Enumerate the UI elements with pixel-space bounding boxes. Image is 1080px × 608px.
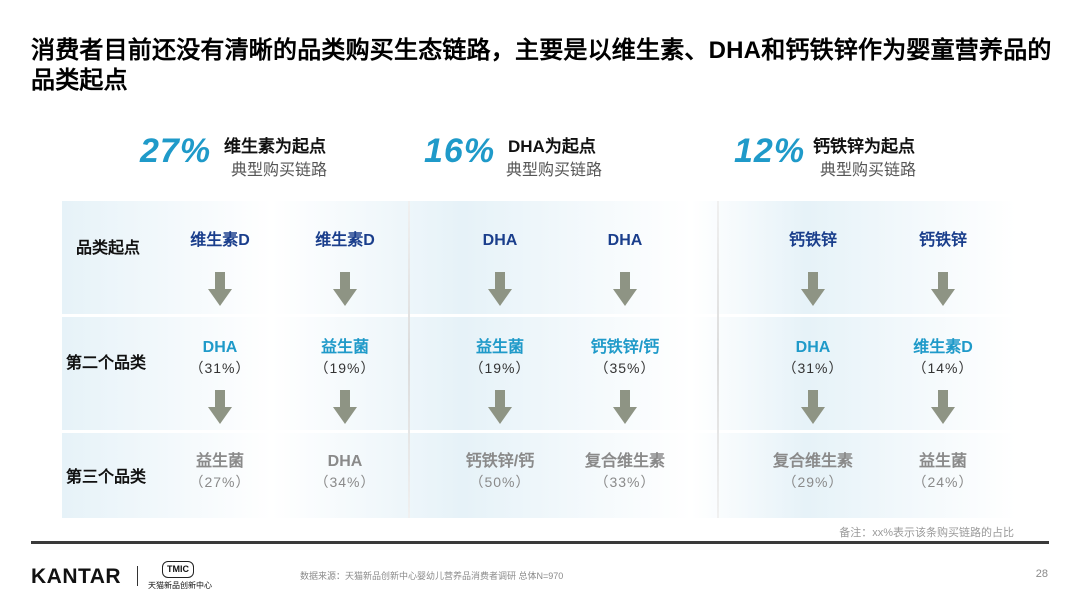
second-name: 维生素D [913, 339, 973, 356]
row-label-start: 品类起点 [76, 240, 141, 257]
start-name: 钙铁锌 [918, 232, 967, 249]
start-cell: 维生素D [275, 231, 415, 251]
second-cell: 钙铁锌/钙 （35%） [555, 338, 695, 378]
header-title: 维生素为起点 [224, 137, 326, 156]
second-name: DHA [202, 339, 238, 356]
down-arrow-icon [801, 390, 825, 424]
second-cell: DHA （31%） [150, 338, 290, 378]
start-name: 钙铁锌 [788, 232, 837, 249]
header-subtitle: 典型购买链路 [231, 162, 328, 179]
second-cell: 维生素D （14%） [873, 338, 1013, 378]
start-name: DHA [482, 232, 518, 249]
third-cell: 益生菌 （27%） [150, 452, 290, 492]
second-name: DHA [795, 339, 831, 356]
header-title: DHA为起点 [508, 137, 596, 156]
down-arrow-icon [488, 272, 512, 306]
header-percent: 16% [424, 132, 496, 170]
down-arrow-icon [488, 390, 512, 424]
start-cell: DHA [430, 231, 570, 251]
start-cell: 钙铁锌 [873, 231, 1013, 251]
kantar-logo: KANTAR [31, 565, 122, 588]
second-percent: （31%） [782, 360, 844, 376]
column-divider [408, 201, 410, 518]
header-subtitle: 典型购买链路 [820, 162, 917, 179]
start-name: 维生素D [315, 232, 375, 249]
down-arrow-icon [613, 390, 637, 424]
third-percent: （27%） [189, 474, 251, 490]
third-name: 益生菌 [918, 453, 967, 470]
second-percent: （35%） [594, 360, 656, 376]
second-name: 钙铁锌/钙 [590, 339, 660, 356]
third-cell: 益生菌 （24%） [873, 452, 1013, 492]
down-arrow-icon [931, 272, 955, 306]
down-arrow-icon [333, 390, 357, 424]
third-name: DHA [327, 453, 363, 470]
page-number: 28 [1035, 568, 1048, 580]
second-percent: （19%） [469, 360, 531, 376]
row-band-third [62, 433, 1016, 518]
header-percent: 12% [734, 132, 806, 170]
third-cell: 复合维生素 （29%） [743, 452, 883, 492]
second-percent: （14%） [912, 360, 974, 376]
logo-divider [137, 566, 138, 586]
down-arrow-icon [208, 272, 232, 306]
down-arrow-icon [801, 272, 825, 306]
header-percent: 27% [140, 132, 212, 170]
third-percent: （50%） [469, 474, 531, 490]
third-cell: 钙铁锌/钙 （50%） [430, 452, 570, 492]
second-cell: 益生菌 （19%） [275, 338, 415, 378]
second-percent: （19%） [314, 360, 376, 376]
footnote: 备注：xx%表示该条购买链路的占比 [839, 527, 1014, 539]
start-cell: 钙铁锌 [743, 231, 883, 251]
third-percent: （34%） [314, 474, 376, 490]
data-source: 数据来源：天猫新品创新中心婴幼儿营养品消费者调研 总体N=970 [300, 571, 564, 581]
second-cell: 益生菌 （19%） [430, 338, 570, 378]
down-arrow-icon [613, 272, 637, 306]
third-name: 复合维生素 [772, 453, 853, 470]
third-cell: DHA （34%） [275, 452, 415, 492]
second-percent: （31%） [189, 360, 251, 376]
third-name: 益生菌 [195, 453, 244, 470]
second-cell: DHA （31%） [743, 338, 883, 378]
tmic-logo-icon: TMIC [162, 561, 194, 578]
third-name: 复合维生素 [584, 453, 665, 470]
down-arrow-icon [208, 390, 232, 424]
page-title: 消费者目前还没有清晰的品类购买生态链路，主要是以维生素、DHA和钙铁锌作为婴童营… [31, 37, 1052, 94]
second-name: 益生菌 [320, 339, 369, 356]
start-name: DHA [607, 232, 643, 249]
second-name: 益生菌 [475, 339, 524, 356]
header-title: 钙铁锌为起点 [813, 137, 915, 156]
header-subtitle: 典型购买链路 [506, 162, 603, 179]
third-percent: （29%） [782, 474, 844, 490]
third-percent: （33%） [594, 474, 656, 490]
third-percent: （24%） [912, 474, 974, 490]
row-label-second: 第二个品类 [66, 355, 147, 372]
tmic-name: 天猫新品创新中心 [148, 581, 212, 590]
column-divider [717, 201, 719, 518]
start-cell: DHA [555, 231, 695, 251]
row-label-third: 第三个品类 [66, 469, 147, 486]
start-name: 维生素D [190, 232, 250, 249]
footer-rule [31, 541, 1049, 544]
third-name: 钙铁锌/钙 [465, 453, 535, 470]
third-cell: 复合维生素 （33%） [555, 452, 695, 492]
row-band-start [62, 201, 1016, 314]
down-arrow-icon [333, 272, 357, 306]
down-arrow-icon [931, 390, 955, 424]
start-cell: 维生素D [150, 231, 290, 251]
